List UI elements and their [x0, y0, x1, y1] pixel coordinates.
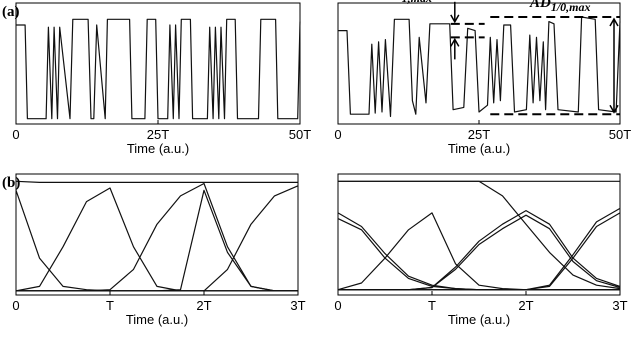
x-tick-label: 3T [612, 298, 627, 313]
x-tick-label: 3T [290, 298, 305, 313]
x-tick-label: T [106, 298, 114, 313]
x-tick-label: T [428, 298, 436, 313]
series-line-6 [338, 210, 621, 291]
series-line-10 [338, 207, 621, 291]
x-tick-label: 50T [289, 127, 311, 142]
panel-2: 0 25T 50T Time (a.u.) AD1,max AD1/0,max [334, 0, 631, 156]
x-axis-label: Time (a.u.) [448, 312, 510, 327]
series-line-7 [16, 185, 299, 292]
series-line-3 [337, 218, 620, 291]
x-tick-label: 2T [196, 298, 211, 313]
series-line-1 [338, 16, 621, 118]
arrowhead-top [609, 17, 619, 27]
panel-3: 0 T 2T 3T Time (a.u.) (b) [2, 173, 306, 327]
series-line-4 [15, 187, 298, 292]
x-tick-label: 25T [147, 127, 169, 142]
series-line-9 [338, 212, 621, 291]
panel-4: 0 T 2T 3T Time (a.u.) [334, 173, 628, 327]
series-line-3 [15, 190, 298, 292]
arrowhead-bottom [609, 104, 619, 114]
annotation-label: AD1/0,max [529, 0, 591, 14]
x-tick-label: 25T [468, 127, 490, 142]
panel-1: 0 25T 50T Time (a.u.) (a) [2, 2, 311, 156]
series-line-5 [337, 212, 620, 291]
x-axis-label: Time (a.u.) [127, 141, 189, 156]
arrowhead-down [450, 14, 460, 24]
series-line-6 [16, 189, 298, 292]
series-line-8 [338, 180, 621, 290]
plot-frame [15, 173, 299, 296]
arrowhead-up [450, 37, 460, 47]
x-axis-label: Time (a.u.) [448, 141, 510, 156]
annotation-label: AD1,max [380, 0, 432, 5]
x-tick-label: 0 [334, 127, 341, 142]
x-tick-label: 50T [609, 127, 631, 142]
x-axis-label: Time (a.u.) [126, 312, 188, 327]
series-line-5 [16, 182, 298, 292]
panel-label: (b) [2, 175, 20, 191]
x-tick-label: 0 [12, 127, 19, 142]
x-tick-label: 0 [334, 298, 341, 313]
plot-frame [337, 173, 621, 296]
series-line-1 [15, 180, 298, 183]
panel-label: (a) [2, 4, 20, 20]
x-tick-label: 2T [518, 298, 533, 313]
series-line-1 [16, 18, 301, 120]
x-tick-label: 0 [12, 298, 19, 313]
